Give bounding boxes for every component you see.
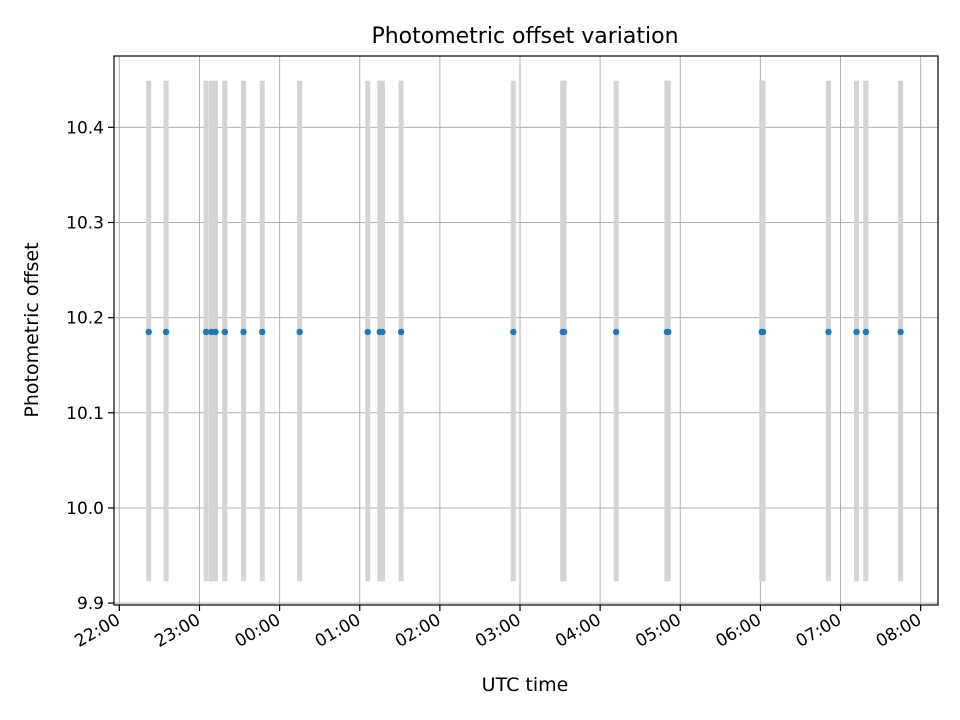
data-point bbox=[259, 328, 266, 336]
data-point bbox=[240, 328, 247, 336]
data-point bbox=[397, 328, 405, 336]
data-point bbox=[202, 328, 210, 336]
y-tick-label: 10.3 bbox=[66, 214, 104, 234]
grid bbox=[114, 56, 938, 605]
data-point bbox=[665, 328, 672, 336]
data-point bbox=[862, 328, 870, 336]
data-point bbox=[296, 328, 303, 336]
data-point bbox=[162, 328, 170, 336]
data-point bbox=[853, 328, 860, 336]
plot-frame bbox=[113, 55, 939, 606]
data-point bbox=[364, 328, 371, 336]
data-points bbox=[145, 328, 904, 336]
data-point bbox=[379, 328, 386, 336]
data-point bbox=[212, 328, 219, 336]
chart-title: Photometric offset variation bbox=[371, 24, 678, 49]
data-point bbox=[612, 328, 620, 336]
data-point bbox=[759, 328, 767, 336]
y-tick-label: 10.4 bbox=[66, 118, 104, 138]
data-point bbox=[145, 328, 152, 336]
y-tick-label: 10.2 bbox=[66, 309, 104, 329]
y-tick-label: 10.0 bbox=[66, 499, 104, 519]
data-point bbox=[221, 328, 229, 336]
y-tick-label: 10.1 bbox=[66, 404, 104, 424]
y-axis: 9.9 10.0 10.1 10.2 10.3 10.4 bbox=[66, 118, 114, 614]
data-point bbox=[825, 328, 832, 336]
x-axis-label: UTC time bbox=[482, 674, 569, 696]
data-point bbox=[510, 328, 517, 336]
y-tick-label: 9.9 bbox=[77, 594, 104, 614]
data-point bbox=[897, 328, 904, 336]
data-point bbox=[560, 328, 568, 336]
y-axis-label: Photometric offset bbox=[21, 242, 43, 417]
